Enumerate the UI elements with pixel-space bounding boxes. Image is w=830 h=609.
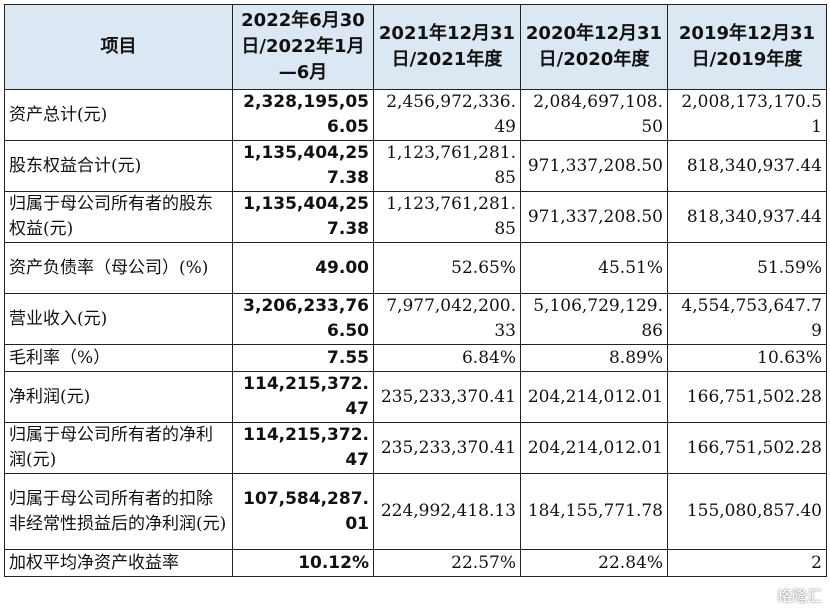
cell-2021: 7,977,042,200.33 — [373, 293, 521, 345]
table-row: 毛利率（%） 7.55 6.84% 8.89% 10.63% — [4, 344, 827, 372]
table-wrapper: 项目 2022年6月30日/2022年1月—6月 2021年12月31日/202… — [4, 4, 827, 577]
cell-2022h1: 1,135,404,257.38 — [232, 140, 374, 192]
row-label: 资产负债率（母公司）(%) — [4, 242, 233, 294]
table-row: 归属于母公司所有者的净利润(元) 114,215,372.47 235,233,… — [4, 422, 827, 474]
cell-2019: 166,751,502.28 — [667, 422, 827, 474]
table-row: 营业收入(元) 3,206,233,766.50 7,977,042,200.3… — [4, 293, 827, 345]
cell-2019: 166,751,502.28 — [667, 371, 827, 423]
cell-2019: 818,340,937.44 — [667, 140, 827, 192]
cell-2019: 4,554,753,647.79 — [667, 293, 827, 345]
cell-2019: 51.59% — [667, 242, 827, 294]
cell-2019: 2,008,173,170.51 — [667, 89, 827, 141]
cell-2022h1: 114,215,372.47 — [232, 371, 374, 423]
table-row: 股东权益合计(元) 1,135,404,257.38 1,123,761,281… — [4, 140, 827, 192]
cell-2022h1: 114,215,372.47 — [232, 422, 374, 474]
row-label: 归属于母公司所有者的股东权益(元) — [4, 191, 233, 243]
row-label: 归属于母公司所有者的净利润(元) — [4, 422, 233, 474]
cell-2022h1: 3,206,233,766.50 — [232, 293, 374, 345]
table-row: 归属于母公司所有者的扣除非经常性损益后的净利润(元) 107,584,287.0… — [4, 473, 827, 550]
cell-2021: 235,233,370.41 — [373, 422, 521, 474]
header-2021: 2021年12月31日/2021年度 — [373, 4, 521, 90]
cell-2020: 971,337,208.50 — [520, 140, 668, 192]
cell-2020: 204,214,012.01 — [520, 371, 668, 423]
cell-2019: 10.63% — [667, 344, 827, 372]
cell-2021: 235,233,370.41 — [373, 371, 521, 423]
row-label: 加权平均净资产收益率 — [4, 549, 233, 577]
table-row: 资产负债率（母公司）(%) 49.00 52.65% 45.51% 51.59% — [4, 242, 827, 294]
cell-2021: 2,456,972,336.49 — [373, 89, 521, 141]
cell-2021: 22.57% — [373, 549, 521, 577]
cell-2022h1: 10.12% — [232, 549, 374, 577]
header-2019: 2019年12月31日/2019年度 — [667, 4, 827, 90]
cell-2020: 45.51% — [520, 242, 668, 294]
cell-2020: 184,155,771.78 — [520, 473, 668, 550]
cell-2019: 2 — [667, 549, 827, 577]
row-label: 股东权益合计(元) — [4, 140, 233, 192]
table-row: 净利润(元) 114,215,372.47 235,233,370.41 204… — [4, 371, 827, 423]
table-row: 资产总计(元) 2,328,195,056.05 2,456,972,336.4… — [4, 89, 827, 141]
row-label: 归属于母公司所有者的扣除非经常性损益后的净利润(元) — [4, 473, 233, 550]
watermark-logo: 格隆汇 — [776, 587, 822, 605]
cell-2021: 1,123,761,281.85 — [373, 140, 521, 192]
cell-2020: 204,214,012.01 — [520, 422, 668, 474]
cell-2022h1: 107,584,287.01 — [232, 473, 374, 550]
cell-2022h1: 1,135,404,257.38 — [232, 191, 374, 243]
header-2020: 2020年12月31日/2020年度 — [520, 4, 668, 90]
cell-2021: 224,992,418.13 — [373, 473, 521, 550]
row-label: 净利润(元) — [4, 371, 233, 423]
row-label: 营业收入(元) — [4, 293, 233, 345]
header-row: 项目 2022年6月30日/2022年1月—6月 2021年12月31日/202… — [4, 4, 827, 90]
cell-2020: 22.84% — [520, 549, 668, 577]
cell-2019: 155,080,857.40 — [667, 473, 827, 550]
cell-2019: 818,340,937.44 — [667, 191, 827, 243]
cell-2020: 5,106,729,129.86 — [520, 293, 668, 345]
financial-summary-table: 项目 2022年6月30日/2022年1月—6月 2021年12月31日/202… — [4, 4, 827, 577]
cell-2021: 52.65% — [373, 242, 521, 294]
cell-2021: 6.84% — [373, 344, 521, 372]
row-label: 资产总计(元) — [4, 89, 233, 141]
table-row: 归属于母公司所有者的股东权益(元) 1,135,404,257.38 1,123… — [4, 191, 827, 243]
cell-2022h1: 7.55 — [232, 344, 374, 372]
cell-2020: 8.89% — [520, 344, 668, 372]
cell-2020: 971,337,208.50 — [520, 191, 668, 243]
cell-2020: 2,084,697,108.50 — [520, 89, 668, 141]
row-label: 毛利率（%） — [4, 344, 233, 372]
header-2022h1: 2022年6月30日/2022年1月—6月 — [232, 4, 374, 90]
cell-2022h1: 49.00 — [232, 242, 374, 294]
cell-2022h1: 2,328,195,056.05 — [232, 89, 374, 141]
cell-2021: 1,123,761,281.85 — [373, 191, 521, 243]
header-item: 项目 — [4, 4, 233, 90]
table-row: 加权平均净资产收益率 10.12% 22.57% 22.84% 2 — [4, 549, 827, 577]
